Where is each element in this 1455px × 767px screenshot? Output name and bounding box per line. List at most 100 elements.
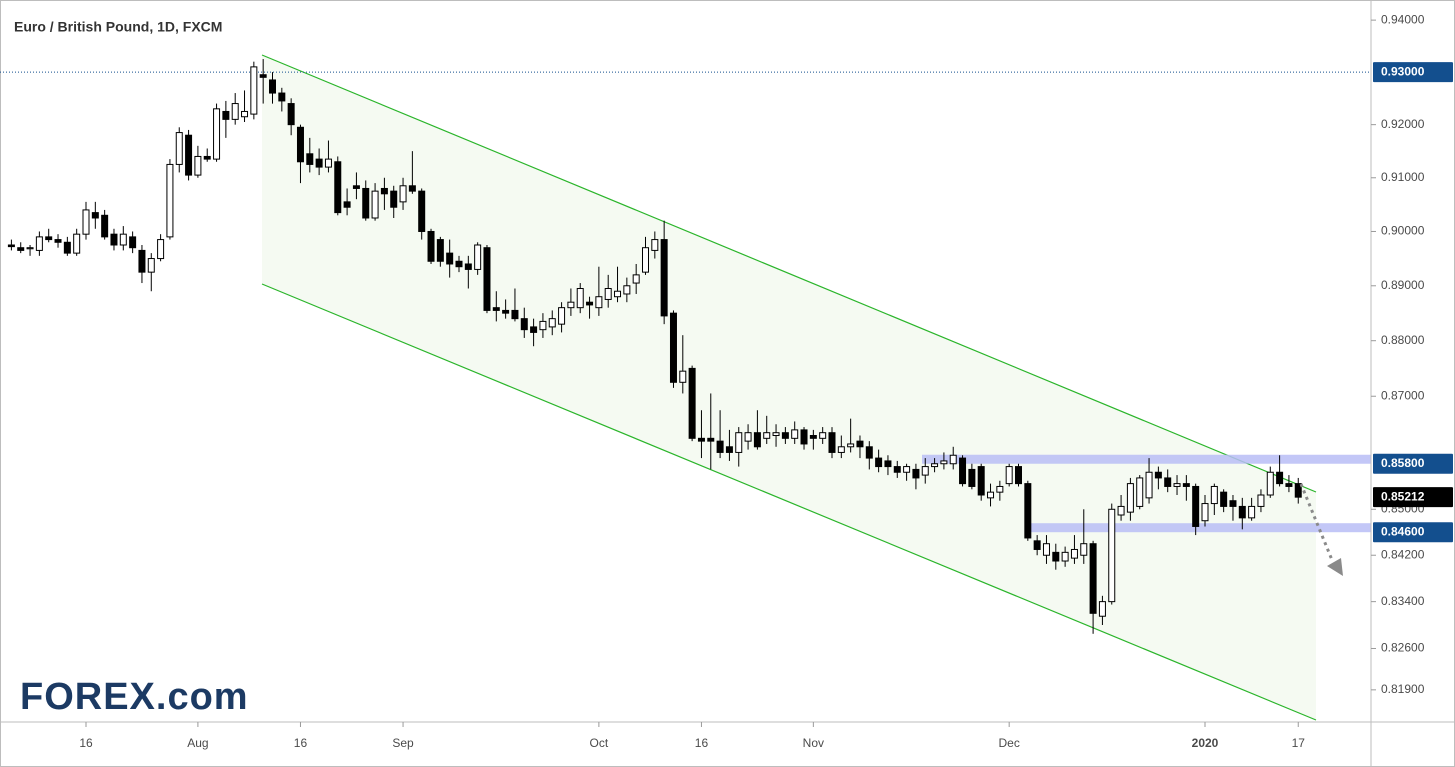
- candle-body: [819, 432, 827, 439]
- candle-body: [632, 274, 640, 284]
- candle-body: [222, 110, 230, 120]
- candle-body: [73, 233, 81, 254]
- x-tick-label: Sep: [392, 736, 414, 750]
- candle-body: [17, 247, 25, 251]
- candle-body: [54, 239, 62, 243]
- candle-body: [343, 201, 351, 208]
- candle-body: [940, 460, 948, 465]
- candle-body: [306, 153, 314, 165]
- y-tick-label: 0.83400: [1381, 594, 1425, 608]
- candle-body: [101, 214, 109, 238]
- candle-body: [548, 318, 556, 328]
- candle-body: [334, 161, 342, 214]
- candle-body: [259, 74, 267, 78]
- candle-body: [791, 429, 799, 439]
- candle-body: [1108, 508, 1116, 603]
- candle-body: [753, 432, 761, 448]
- candle-body: [418, 190, 426, 232]
- y-tick-label: 0.82600: [1381, 641, 1425, 655]
- candle-body: [586, 301, 594, 306]
- x-tick-label: 2020: [1192, 736, 1219, 750]
- price-label: 0.85800: [1381, 456, 1425, 470]
- candle-body: [996, 485, 1004, 493]
- candle-body: [539, 320, 547, 331]
- candle-body: [987, 491, 995, 499]
- candle-body: [296, 126, 304, 163]
- candle-body: [530, 326, 538, 333]
- candle-body: [455, 260, 463, 268]
- candle-body: [688, 367, 696, 439]
- candle-body: [1266, 471, 1274, 496]
- candle-body: [1238, 505, 1246, 519]
- candle-body: [1061, 551, 1069, 562]
- price-label-box: [1373, 522, 1453, 543]
- candle-body: [763, 432, 771, 439]
- candle-body: [7, 244, 15, 248]
- candle-body: [558, 307, 566, 325]
- price-label: 0.93000: [1381, 64, 1425, 78]
- candle-body: [1052, 551, 1060, 562]
- y-tick-label: 0.91000: [1381, 170, 1425, 184]
- arrow-head: [1327, 558, 1343, 576]
- candle-body: [1005, 466, 1013, 485]
- candle-body: [45, 236, 53, 241]
- candle-body: [744, 432, 752, 442]
- price-label: 0.84600: [1381, 524, 1425, 538]
- candle-body: [511, 309, 519, 320]
- candle-body: [567, 301, 575, 309]
- candle-body: [157, 239, 165, 260]
- price-label-box: [1373, 487, 1453, 508]
- candle-body: [324, 158, 332, 168]
- candle-body: [241, 110, 249, 118]
- price-label-box: [1373, 453, 1453, 474]
- candle-body: [679, 370, 687, 383]
- candle-body: [63, 241, 71, 254]
- candle-body: [697, 437, 705, 442]
- price-label: 0.85212: [1381, 489, 1425, 503]
- chart-title: Euro / British Pound, 1D, FXCM: [14, 19, 222, 35]
- candle-body: [1126, 483, 1134, 513]
- candle-body: [492, 307, 500, 311]
- candle-body: [175, 132, 183, 165]
- candle-body: [800, 429, 808, 445]
- candle-body: [959, 457, 967, 485]
- candle-body: [194, 155, 202, 176]
- candle-body: [129, 236, 137, 249]
- candle-body: [837, 446, 845, 453]
- candle-body: [269, 79, 276, 94]
- x-tick-label: 17: [1292, 736, 1306, 750]
- candle-body: [35, 236, 43, 251]
- candle-body: [502, 309, 510, 314]
- candle-body: [949, 454, 957, 465]
- y-tick-label: 0.88000: [1381, 333, 1425, 347]
- candle-body: [604, 288, 612, 300]
- y-tick-label: 0.84200: [1381, 547, 1425, 561]
- candle-body: [669, 312, 677, 383]
- y-tick-label: 0.81900: [1381, 682, 1425, 696]
- candle-body: [725, 446, 733, 453]
- x-tick-label: Dec: [999, 736, 1020, 750]
- candle-body: [1024, 483, 1032, 539]
- y-tick-label: 0.89000: [1381, 278, 1425, 292]
- candle-body: [26, 247, 34, 250]
- candle-body: [977, 466, 985, 496]
- candle-body: [1080, 543, 1088, 556]
- candle-body: [231, 103, 239, 120]
- candle-body: [147, 258, 155, 273]
- candle-body: [623, 285, 631, 295]
- candle-body: [380, 187, 388, 195]
- x-tick-label: 16: [294, 736, 308, 750]
- candle-body: [595, 296, 603, 309]
- y-tick-label: 0.92000: [1381, 117, 1425, 131]
- candle-body: [1033, 540, 1041, 550]
- candle-body: [893, 466, 901, 473]
- candle-body: [903, 466, 911, 473]
- candle-body: [446, 252, 454, 265]
- candle-body: [781, 432, 789, 439]
- candle-body: [1294, 483, 1302, 498]
- candle-body: [91, 212, 99, 219]
- candle-body: [1164, 477, 1172, 487]
- candle-body: [436, 239, 444, 262]
